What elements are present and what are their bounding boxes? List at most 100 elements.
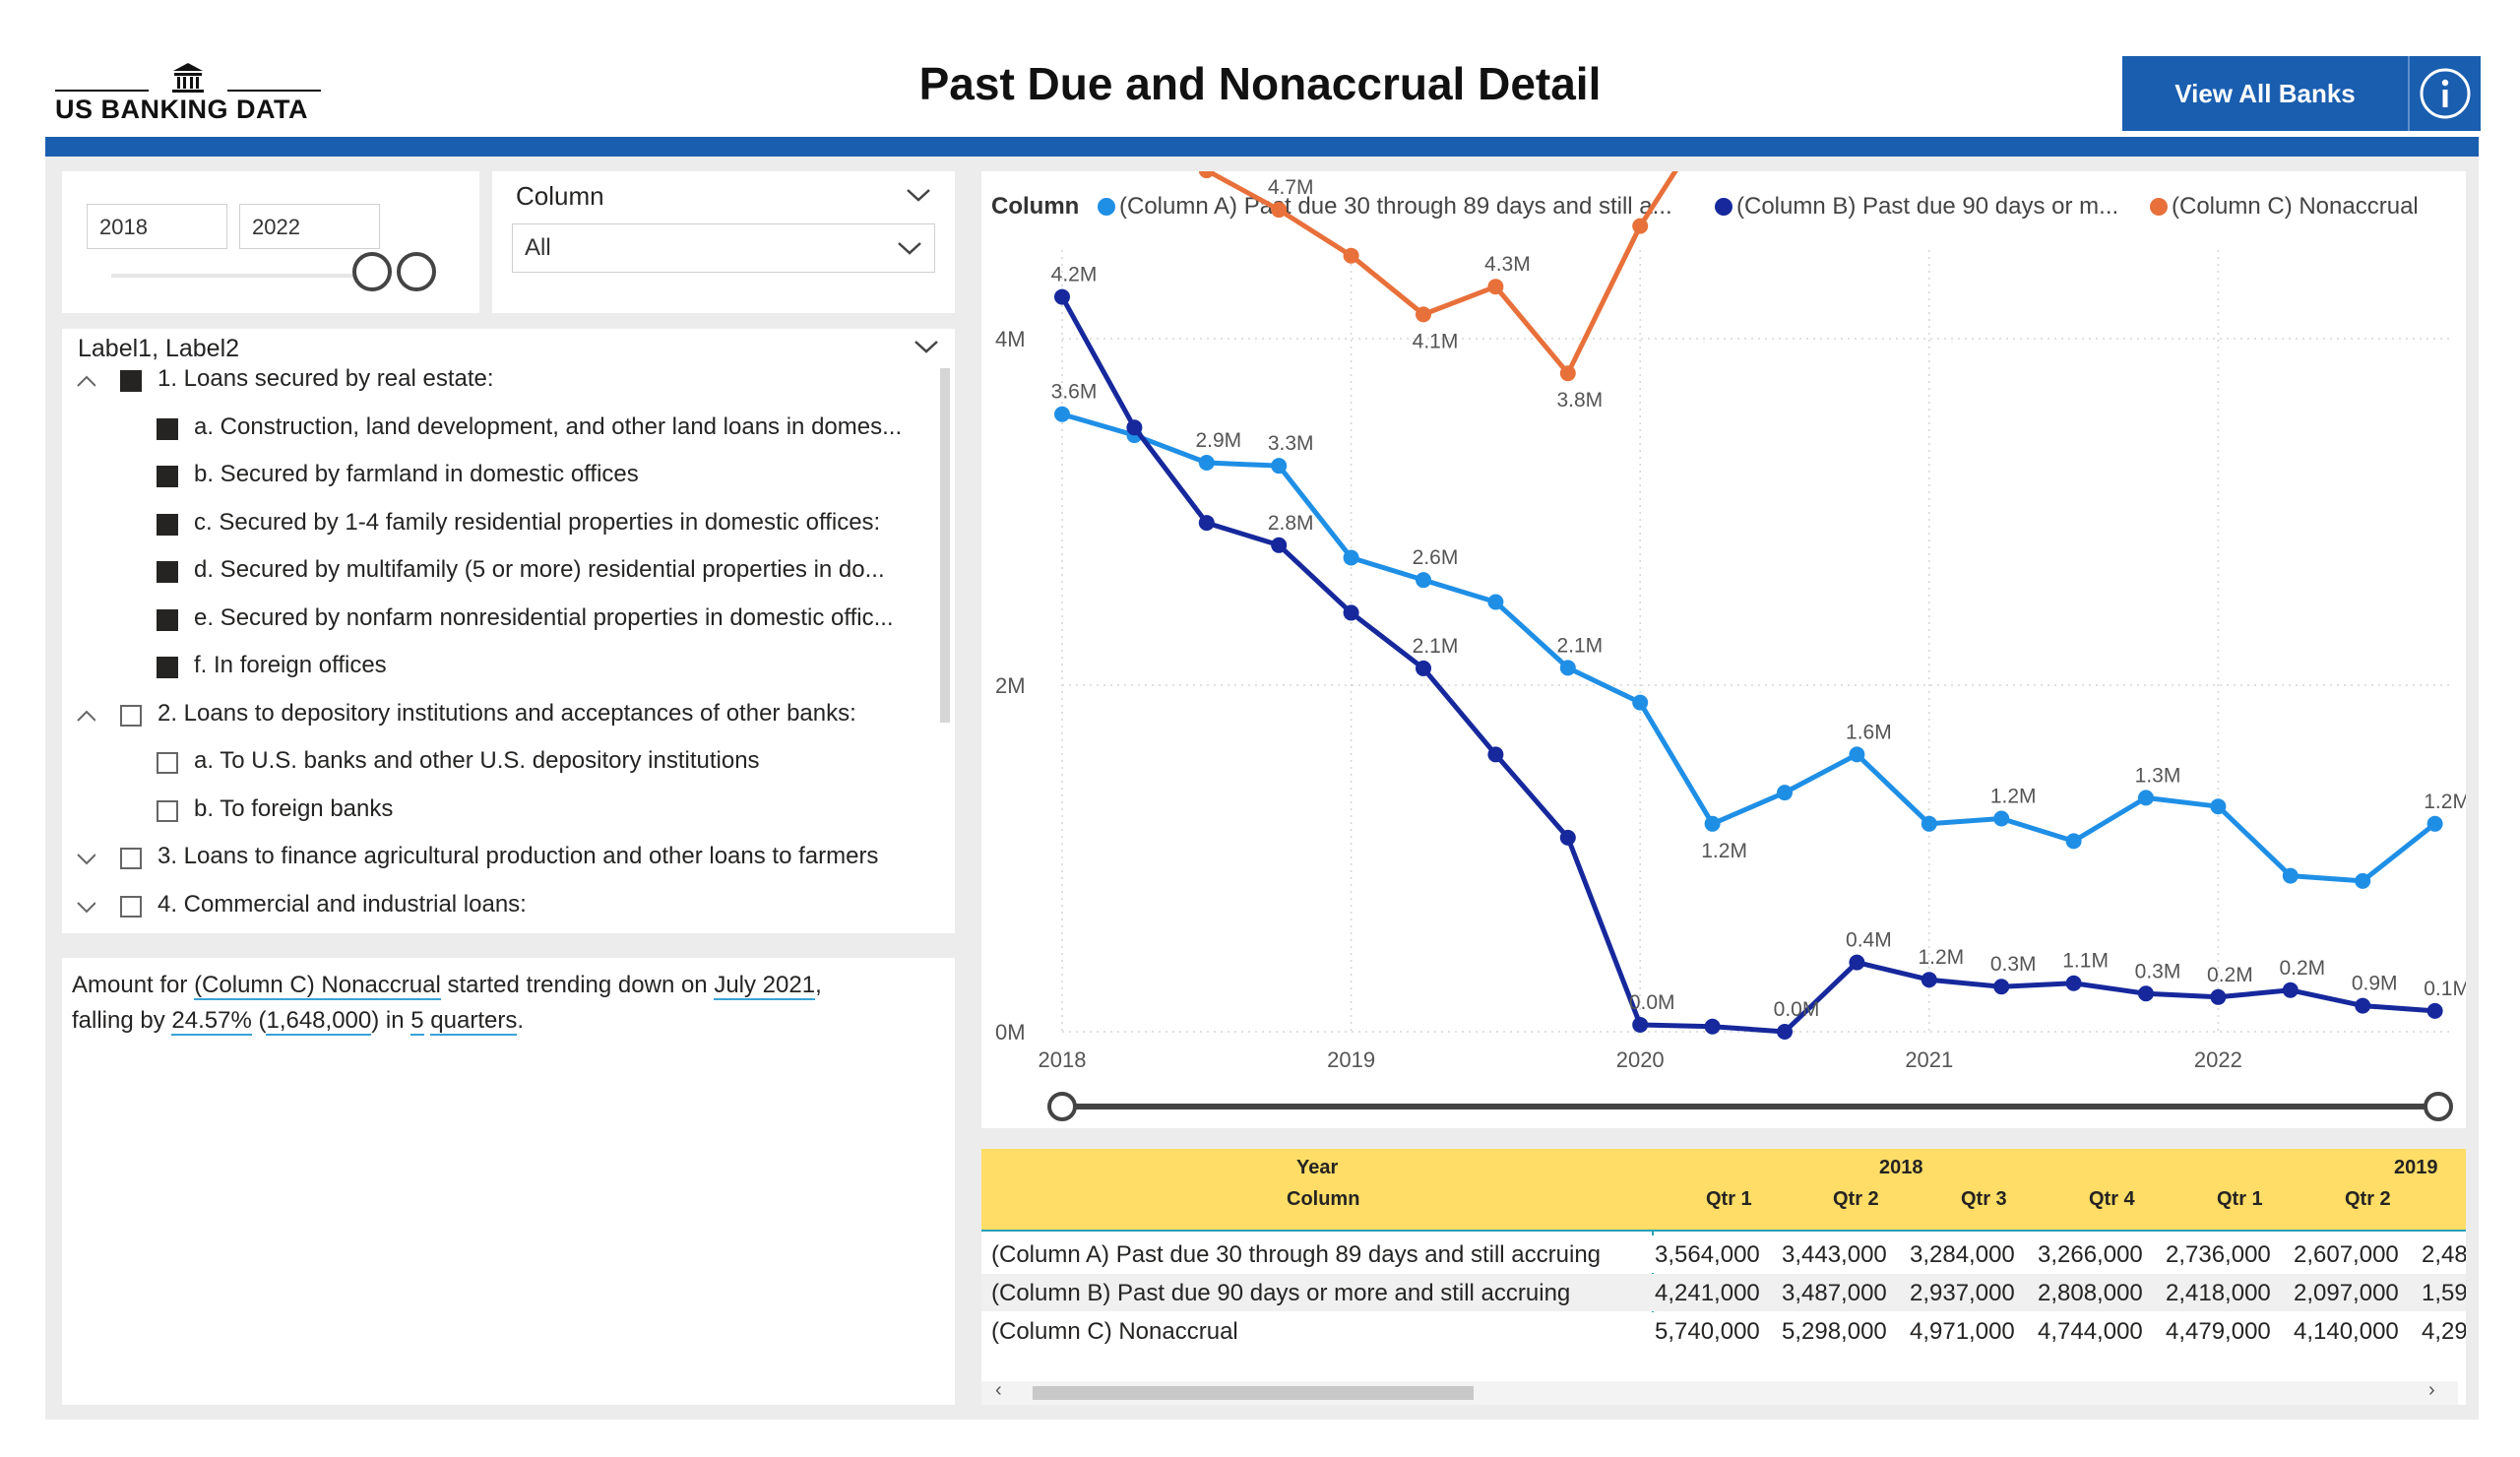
end-year-input[interactable]: 2022 bbox=[239, 204, 380, 249]
data-point-a[interactable] bbox=[1777, 785, 1793, 801]
data-point-b[interactable] bbox=[1849, 954, 1865, 971]
slider-end-handle[interactable] bbox=[397, 252, 436, 291]
data-point-b[interactable] bbox=[2282, 982, 2299, 998]
data-point-c[interactable] bbox=[1416, 306, 1431, 323]
tree-item-label[interactable]: f. In foreign offices bbox=[194, 652, 387, 678]
tree-checkbox[interactable] bbox=[157, 561, 178, 583]
data-point-b[interactable] bbox=[1993, 979, 2010, 995]
data-point-a[interactable] bbox=[1054, 406, 1070, 422]
table-row[interactable] bbox=[981, 1235, 2466, 1273]
data-point-a[interactable] bbox=[2065, 833, 2082, 850]
tree-checkbox[interactable] bbox=[157, 466, 178, 487]
data-point-a[interactable] bbox=[2138, 790, 2154, 806]
data-point-b[interactable] bbox=[1487, 746, 1504, 763]
chevron-down-icon[interactable] bbox=[76, 900, 95, 914]
legend-item-a[interactable]: (Column A) Past due 30 through 89 days a… bbox=[1098, 193, 1672, 221]
legend-item-b[interactable]: (Column B) Past due 90 days or m... bbox=[1715, 193, 2118, 221]
tree-item-label[interactable]: e. Secured by nonfarm nonresidential pro… bbox=[194, 603, 894, 631]
tree-item-label[interactable]: 4. Commercial and industrial loans: bbox=[158, 890, 527, 918]
data-point-a[interactable] bbox=[1993, 810, 2010, 827]
data-point-a[interactable] bbox=[1559, 660, 1576, 676]
data-point-a[interactable] bbox=[1487, 594, 1504, 610]
tree-item-label[interactable]: b. To foreign banks bbox=[194, 794, 394, 822]
data-point-b[interactable] bbox=[1198, 515, 1215, 532]
slider-start-handle[interactable] bbox=[352, 252, 392, 291]
scrollbar-thumb[interactable] bbox=[1033, 1386, 1474, 1400]
data-point-a[interactable] bbox=[1271, 458, 1288, 475]
horizontal-scrollbar[interactable]: ‹ › bbox=[981, 1379, 2458, 1405]
legend-item-c[interactable]: (Column C) Nonaccrual bbox=[2150, 193, 2419, 221]
data-point-b[interactable] bbox=[2355, 997, 2371, 1014]
data-point-c[interactable] bbox=[1271, 202, 1288, 219]
tree-item-label[interactable]: c. Secured by 1-4 family residential pro… bbox=[194, 508, 881, 536]
data-point-b[interactable] bbox=[2138, 985, 2154, 1002]
data-point-c[interactable] bbox=[1343, 247, 1359, 264]
chevron-up-icon[interactable] bbox=[76, 709, 95, 723]
tree-checkbox[interactable] bbox=[120, 848, 142, 869]
data-point-a[interactable] bbox=[1416, 572, 1431, 589]
x-range-start-handle[interactable] bbox=[1047, 1092, 1077, 1121]
data-point-a[interactable] bbox=[2426, 815, 2443, 832]
tree-item-label[interactable]: 1. Loans secured by real estate: bbox=[158, 365, 494, 392]
info-button[interactable] bbox=[2408, 56, 2481, 131]
data-point-a[interactable] bbox=[2355, 872, 2371, 889]
data-point-b[interactable] bbox=[2426, 1002, 2443, 1019]
data-point-c[interactable] bbox=[1559, 365, 1576, 382]
tree-checkbox[interactable] bbox=[157, 608, 178, 631]
tree-item-label[interactable]: d. Secured by multifamily (5 or more) re… bbox=[194, 556, 885, 583]
data-point-b[interactable] bbox=[1271, 537, 1288, 553]
data-point-b[interactable] bbox=[1343, 604, 1359, 621]
x-range-end-handle[interactable] bbox=[2424, 1092, 2453, 1121]
data-point-b[interactable] bbox=[1921, 972, 1937, 988]
data-label: 0.2M bbox=[2207, 964, 2253, 986]
data-label: 0.1M bbox=[2424, 978, 2466, 1000]
data-point-c[interactable] bbox=[1632, 218, 1649, 234]
column-dropdown[interactable]: All bbox=[512, 223, 935, 273]
data-point-b[interactable] bbox=[1559, 829, 1576, 846]
data-point-b[interactable] bbox=[1416, 660, 1431, 676]
tree-checkbox[interactable] bbox=[157, 657, 178, 678]
chevron-up-icon[interactable] bbox=[76, 374, 95, 388]
tree-checkbox[interactable] bbox=[120, 704, 142, 727]
scroll-left-icon[interactable]: ‹ bbox=[995, 1379, 1002, 1401]
data-point-a[interactable] bbox=[1704, 815, 1721, 832]
tree-item-label[interactable]: a. Construction, land development, and o… bbox=[194, 412, 903, 440]
data-point-b[interactable] bbox=[1704, 1018, 1721, 1035]
tree-item-label[interactable]: b. Secured by farmland in domestic offic… bbox=[194, 461, 639, 487]
tree-checkbox[interactable] bbox=[157, 799, 178, 822]
tree-checkbox[interactable] bbox=[157, 752, 178, 774]
table-row[interactable] bbox=[981, 1274, 2466, 1311]
data-point-b[interactable] bbox=[2210, 988, 2227, 1005]
tree-checkbox[interactable] bbox=[157, 417, 178, 440]
data-point-c[interactable] bbox=[1198, 171, 1215, 179]
scrollbar[interactable] bbox=[940, 368, 950, 723]
tree-checkbox[interactable] bbox=[120, 895, 142, 918]
data-point-b[interactable] bbox=[1126, 419, 1143, 436]
scroll-right-icon[interactable]: › bbox=[2428, 1379, 2435, 1401]
data-point-a[interactable] bbox=[1632, 694, 1649, 711]
data-point-b[interactable] bbox=[1054, 288, 1070, 305]
data-point-a[interactable] bbox=[1849, 746, 1865, 763]
tree-checkbox[interactable] bbox=[157, 513, 178, 536]
narr-text: ) in bbox=[371, 1007, 411, 1034]
chevron-down-icon[interactable] bbox=[914, 339, 939, 354]
data-point-a[interactable] bbox=[2282, 867, 2299, 884]
chevron-down-icon[interactable] bbox=[76, 852, 95, 865]
data-point-a[interactable] bbox=[1343, 549, 1359, 566]
data-point-a[interactable] bbox=[1921, 815, 1937, 832]
tree-checkbox[interactable] bbox=[120, 370, 142, 392]
tree-item-label[interactable]: 3. Loans to finance agricultural product… bbox=[158, 843, 879, 869]
data-point-c[interactable] bbox=[1487, 279, 1504, 295]
data-point-b[interactable] bbox=[2065, 975, 2082, 991]
data-point-a[interactable] bbox=[2210, 798, 2227, 815]
data-point-b[interactable] bbox=[1777, 1024, 1793, 1040]
table-row[interactable] bbox=[981, 1312, 2466, 1350]
view-all-banks-button[interactable]: View All Banks bbox=[2122, 56, 2408, 131]
tree-item-label[interactable]: a. To U.S. banks and other U.S. deposito… bbox=[194, 747, 760, 774]
data-point-a[interactable] bbox=[1198, 455, 1215, 472]
table-cell: 2,937,000 bbox=[1910, 1280, 2015, 1306]
data-point-b[interactable] bbox=[1632, 1016, 1649, 1033]
tree-item-label[interactable]: 2. Loans to depository institutions and … bbox=[158, 699, 856, 727]
chevron-down-icon[interactable] bbox=[906, 187, 931, 203]
start-year-input[interactable]: 2018 bbox=[87, 204, 227, 249]
